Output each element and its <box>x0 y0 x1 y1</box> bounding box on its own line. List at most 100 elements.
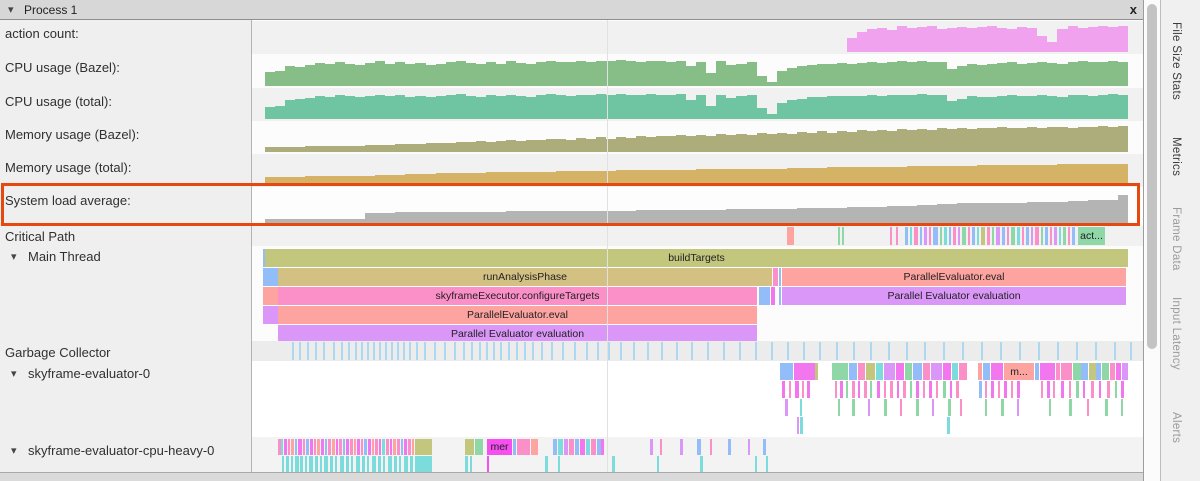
trace-slice[interactable] <box>1063 227 1066 245</box>
trace-slice[interactable] <box>415 456 432 472</box>
trace-slice[interactable] <box>305 456 307 472</box>
tab-metrics[interactable]: Metrics <box>1170 137 1182 177</box>
trace-slice[interactable] <box>367 456 369 472</box>
trace-slice[interactable] <box>372 456 376 472</box>
trace-slice[interactable] <box>408 439 411 455</box>
trace-slice[interactable] <box>819 342 821 360</box>
trace-slice[interactable] <box>728 439 731 455</box>
trace-slice[interactable] <box>574 342 576 360</box>
trace-slice[interactable] <box>486 342 488 360</box>
trace-slice[interactable] <box>1073 363 1081 380</box>
trace-slice[interactable] <box>884 381 886 398</box>
trace-slice[interactable] <box>1116 363 1121 380</box>
trace-slice[interactable] <box>403 342 405 360</box>
trace-slice[interactable] <box>500 342 502 360</box>
trace-slice[interactable] <box>1019 342 1021 360</box>
trace-slice[interactable] <box>660 439 662 455</box>
trace-slice[interactable] <box>517 439 530 455</box>
trace-slice[interactable] <box>1047 381 1050 398</box>
trace-slice[interactable] <box>434 342 436 360</box>
trace-slice[interactable] <box>493 342 495 360</box>
trace-slice[interactable] <box>780 363 793 380</box>
trace-slice[interactable] <box>315 342 317 360</box>
trace-slice[interactable] <box>306 439 309 455</box>
trace-slice[interactable] <box>987 227 990 245</box>
trace-slice[interactable] <box>890 381 893 398</box>
trace-slice[interactable] <box>323 342 325 360</box>
trace-slice[interactable] <box>1017 381 1020 398</box>
trace-slice[interactable] <box>412 439 414 455</box>
trace-slice[interactable] <box>1069 381 1071 398</box>
trace-slice[interactable] <box>884 363 895 380</box>
trace-slice[interactable] <box>797 417 799 434</box>
vertical-scrollbar-track[interactable] <box>1145 0 1160 481</box>
trace-slice[interactable] <box>691 342 693 360</box>
trace-slice[interactable] <box>953 227 956 245</box>
trace-slice[interactable] <box>766 456 768 472</box>
trace-slice[interactable] <box>977 227 979 245</box>
trace-slice[interactable] <box>1121 399 1123 416</box>
trace-slice[interactable] <box>661 342 663 360</box>
trace-slice[interactable] <box>310 439 313 455</box>
trace-slice[interactable] <box>866 363 875 380</box>
trace-slice[interactable] <box>340 456 344 472</box>
trace-slice[interactable] <box>1099 381 1101 398</box>
trace-slice[interactable] <box>382 439 385 455</box>
trace-slice[interactable] <box>1053 381 1055 398</box>
track-label-critical-path[interactable]: Critical Path <box>5 229 76 244</box>
trace-slice[interactable] <box>979 381 982 398</box>
trace-slice[interactable] <box>931 363 942 380</box>
trace-slice[interactable] <box>916 399 919 416</box>
track-skyframe-evaluator-0[interactable]: m... <box>252 361 1143 437</box>
trace-slice[interactable] <box>372 439 374 455</box>
trace-slice[interactable] <box>697 439 701 455</box>
trace-slice[interactable] <box>531 439 538 455</box>
trace-slice[interactable] <box>378 456 381 472</box>
trace-slice[interactable] <box>896 363 904 380</box>
trace-slice[interactable] <box>1011 227 1015 245</box>
trace-slice[interactable] <box>978 363 982 380</box>
trace-slice[interactable] <box>292 342 294 360</box>
trace-slice[interactable] <box>1000 342 1002 360</box>
trace-slice[interactable] <box>943 363 951 380</box>
trace-slice[interactable] <box>383 456 385 472</box>
trace-slice[interactable] <box>295 439 297 455</box>
trace-slice[interactable] <box>1095 342 1097 360</box>
trace-slice[interactable] <box>981 342 983 360</box>
trace-slice[interactable] <box>1061 381 1064 398</box>
trace-slice[interactable] <box>905 363 912 380</box>
track-garbage-collector[interactable] <box>252 341 1143 361</box>
trace-slice[interactable] <box>330 456 333 472</box>
trace-slice-labeled[interactable]: Parallel Evaluator evaluation <box>278 325 757 341</box>
trace-slice[interactable] <box>298 439 302 455</box>
trace-slice[interactable] <box>1083 381 1085 398</box>
trace-slice[interactable] <box>739 342 741 360</box>
trace-slice[interactable] <box>1004 381 1007 398</box>
trace-slice[interactable] <box>676 342 678 360</box>
trace-slice[interactable] <box>947 417 950 434</box>
trace-slice[interactable] <box>962 342 964 360</box>
trace-slice[interactable] <box>558 439 563 455</box>
trace-slice[interactable] <box>332 439 335 455</box>
collapse-arrow-icon[interactable]: ▾ <box>8 4 14 16</box>
trace-slice[interactable] <box>597 342 599 360</box>
trace-slice[interactable] <box>858 381 860 398</box>
trace-slice[interactable] <box>391 342 393 360</box>
trace-slice[interactable] <box>991 381 994 398</box>
trace-slice[interactable] <box>516 342 518 360</box>
trace-slice[interactable] <box>815 363 818 380</box>
trace-slice[interactable] <box>390 439 392 455</box>
trace-slice[interactable] <box>802 381 804 398</box>
trace-slice[interactable] <box>282 456 284 472</box>
trace-slice[interactable] <box>346 456 349 472</box>
trace-slice[interactable] <box>291 456 293 472</box>
trace-slice[interactable] <box>1081 363 1088 380</box>
trace-slice[interactable] <box>787 342 789 360</box>
trace-slice[interactable] <box>932 399 934 416</box>
trace-slice[interactable] <box>1031 227 1033 245</box>
trace-slice[interactable] <box>281 439 283 455</box>
trace-slice[interactable] <box>1091 381 1094 398</box>
trace-slice[interactable] <box>952 363 958 380</box>
trace-slice[interactable] <box>361 439 363 455</box>
trace-slice[interactable] <box>263 306 278 324</box>
